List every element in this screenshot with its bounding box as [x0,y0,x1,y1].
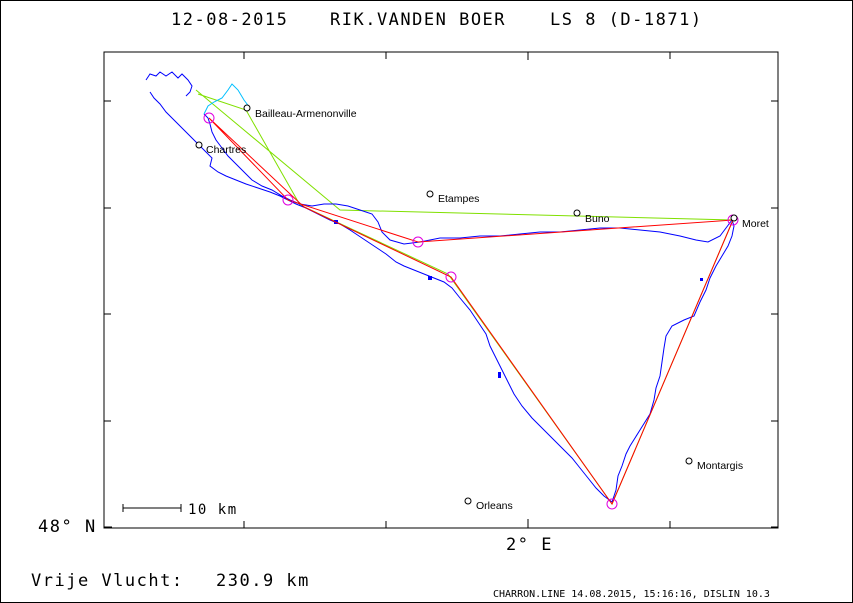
scale-bar-label: 10 km [188,502,238,518]
flight-date: 12-08-2015 [171,10,288,30]
turnpoint-marker [282,194,294,206]
optimized-route-line [208,117,734,506]
track-detail-marks [334,220,703,378]
place-marker [195,141,203,149]
longitude-label: 2° E [506,535,553,555]
axis-ticks [104,52,778,528]
place-label-orleans: Orleans [476,500,513,512]
place-label-etampes: Etampes [438,193,479,205]
turnpoint-marker [445,271,457,283]
latitude-label: 48° N [38,517,97,537]
place-label-buno: Buno [585,213,610,225]
task-label: Vrije Vlucht: [31,571,184,591]
place-label-bailleau: Bailleau-Armenonville [255,108,357,120]
flight-distance: 230.9 km [216,571,310,591]
place-marker [426,190,434,198]
turnpoint-marker [412,236,424,248]
place-marker [730,214,738,222]
place-label-moret: Moret [742,218,769,230]
track-alt-segment [203,83,251,115]
place-marker [464,497,472,505]
glider-type: LS 8 (D-1871) [550,10,703,30]
gps-track [145,71,735,503]
turnpoint-marker [606,498,618,510]
map-frame [103,51,779,529]
place-label-chartres: Chartres [206,144,246,156]
program-info: CHARRON.LINE 14.08.2015, 15:16:16, DISLI… [493,589,770,600]
turnpoint-markers [203,112,739,510]
turnpoint-marker [203,112,215,124]
place-marker [685,457,693,465]
place-marker [573,209,581,217]
place-markers [195,104,738,505]
scale-bar: 10 km [122,502,238,518]
pilot-name: RIK.VANDEN BOER [330,10,506,30]
place-label-montargis: Montargis [697,460,743,472]
place-marker [243,104,251,112]
declared-task-line [195,89,734,506]
